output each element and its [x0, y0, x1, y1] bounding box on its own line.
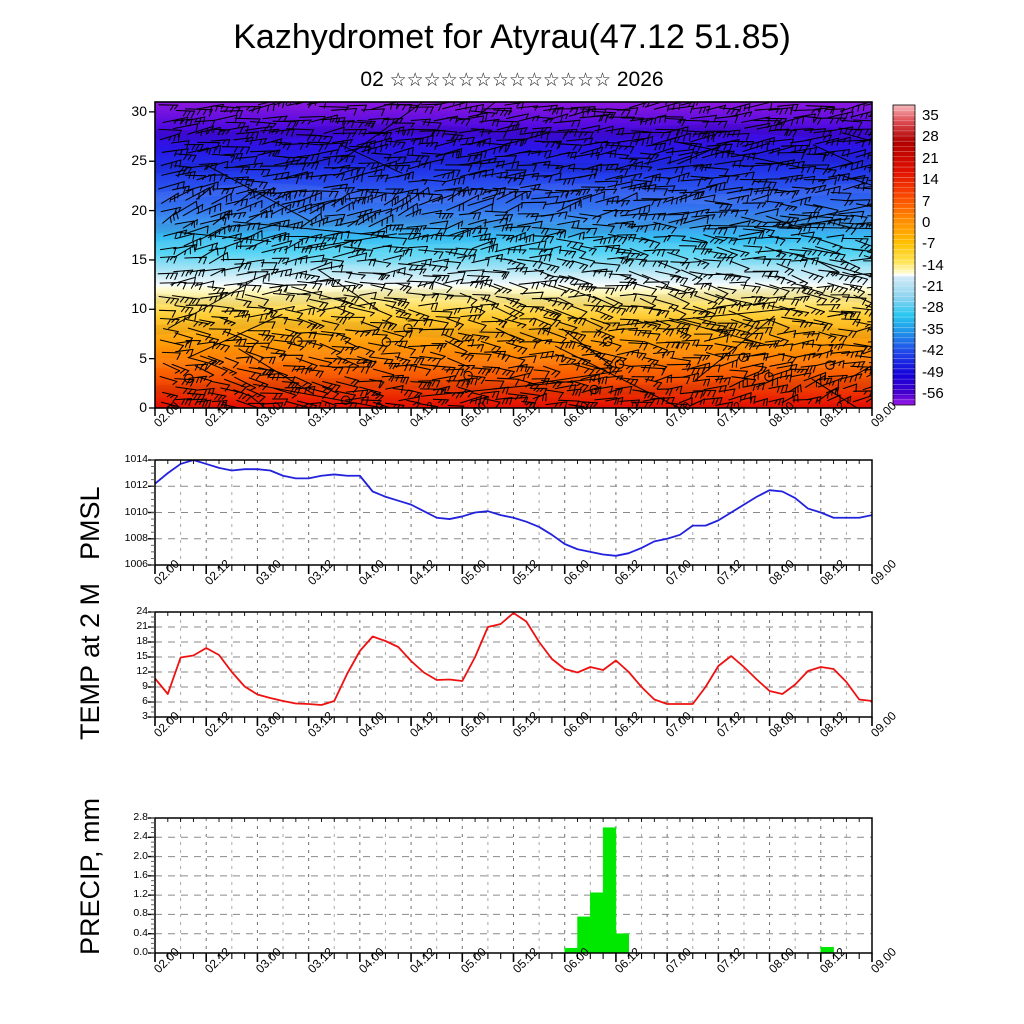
precip-ytick-0.4: 0.4: [133, 926, 148, 939]
pmsl-ytick-1008: 1008: [124, 531, 148, 544]
pmsl-axis-title: PMSL: [75, 486, 105, 560]
temp-2m-ytick-3: 3: [142, 710, 148, 722]
temp-2m-ytick-12: 12: [136, 665, 148, 677]
temp-2m-ytick-18: 18: [136, 635, 148, 647]
precip-axis-title: PRECIP, mm: [75, 797, 105, 955]
temp-2m-ytick-21: 21: [136, 620, 148, 632]
colorbar-label-neg28: -28: [922, 299, 944, 317]
colorbar-label-35: 35: [922, 107, 939, 124]
temperature-colorbar: [892, 104, 916, 406]
pmsl-ytick-1006: 1006: [124, 558, 148, 570]
colorbar-label-neg49: -49: [922, 363, 944, 381]
precip-ytick-2.0: 2.0: [133, 849, 148, 862]
colorbar-label-neg21: -21: [922, 278, 944, 296]
upper-air-ytick-25: 25: [131, 152, 147, 169]
colorbar-label-neg56: -56: [922, 385, 944, 402]
colorbar-label-neg14: -14: [922, 256, 944, 274]
temp-2m-ytick-9: 9: [142, 680, 148, 692]
colorbar-label-14: 14: [922, 171, 939, 189]
colorbar-label-neg42: -42: [922, 342, 944, 360]
colorbar-label-0: 0: [922, 213, 931, 231]
upper-air-ytick-15: 15: [131, 250, 147, 267]
precip-ytick-1.6: 1.6: [133, 868, 148, 881]
page-title: Kazhydromet for Atyrau(47.12 51.85): [233, 18, 791, 56]
upper-air-ytick-5: 5: [139, 349, 147, 366]
temp-2m-ytick-15: 15: [136, 650, 148, 662]
pmsl-ytick-1014: 1014: [124, 453, 148, 465]
upper-air-ytick-30: 30: [131, 102, 147, 119]
upper-air-ytick-0: 0: [139, 399, 147, 415]
subtitle-day: 02: [360, 68, 384, 91]
pmsl-ytick-1012: 1012: [124, 479, 148, 492]
page-subtitle: 02 ☆☆☆☆☆☆☆☆☆☆☆☆☆ 2026: [0, 68, 1024, 92]
upper-air-ytick-20: 20: [131, 201, 147, 218]
subtitle-month-glyphs: ☆☆☆☆☆☆☆☆☆☆☆☆☆: [389, 70, 612, 91]
temp-2m-ytick-24: 24: [136, 605, 148, 617]
temp-2m-axis-title: TEMP at 2 M: [75, 582, 105, 740]
colorbar-label-neg7: -7: [922, 235, 936, 253]
colorbar-label-neg35: -35: [922, 320, 944, 338]
precip-ytick-1.2: 1.2: [133, 888, 148, 901]
pmsl-ytick-1010: 1010: [124, 505, 148, 518]
precip-ytick-0.8: 0.8: [133, 907, 148, 920]
upper-air-ytick-10: 10: [131, 300, 147, 317]
colorbar-label-7: 7: [922, 192, 931, 210]
subtitle-year: 2026: [616, 68, 664, 91]
precip-ytick-0.0: 0.0: [133, 946, 148, 958]
upper-air-chart: [149, 101, 873, 416]
precip-ytick-2.8: 2.8: [133, 811, 148, 823]
colorbar-label-28: 28: [922, 128, 939, 146]
temp-2m-ytick-6: 6: [142, 695, 148, 707]
precip-ytick-2.4: 2.4: [133, 830, 148, 843]
colorbar-label-21: 21: [922, 149, 939, 167]
